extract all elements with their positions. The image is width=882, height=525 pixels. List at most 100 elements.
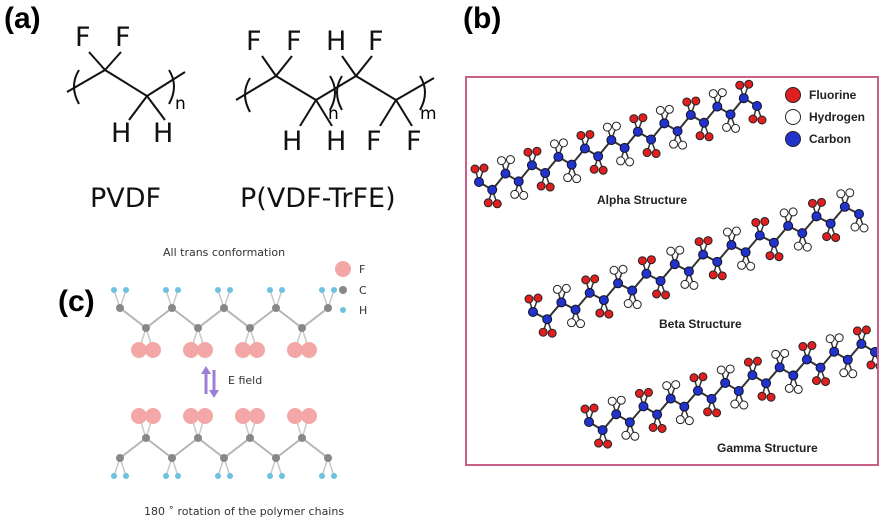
legend-hydrogen-label: Hydrogen [809, 110, 866, 124]
fluorine-atom [580, 404, 590, 414]
hydrogen-atom [496, 156, 506, 166]
legend-c-label: C [359, 283, 367, 297]
h-atom [267, 473, 273, 479]
carbon-atom [669, 259, 680, 270]
fluorine-atom [748, 114, 758, 124]
carbon-atom [542, 314, 553, 325]
conformation-title: All trans conformation [163, 246, 286, 259]
carbon-dot-icon [785, 131, 801, 147]
legend-c: C [335, 280, 367, 300]
fluorine-atom [603, 439, 613, 449]
hydrogen-atom [602, 122, 612, 132]
fluorine-atom [704, 132, 714, 142]
carbon-atom [797, 228, 808, 239]
c-atom [168, 454, 176, 462]
h-atom [227, 287, 233, 293]
carbon-atom [598, 295, 609, 306]
fluorine-atom [875, 362, 877, 370]
c-atom [272, 304, 280, 312]
fluorine-atom [760, 216, 770, 226]
carbon-atom [487, 184, 498, 195]
fluorine-atom [812, 376, 822, 386]
hydrogen-atom [730, 399, 740, 409]
hydrogen-atom [655, 105, 665, 115]
h-atom [279, 473, 285, 479]
c-atom-icon [339, 286, 347, 294]
pvdf-skeleton [66, 51, 186, 121]
carbon-atom [842, 354, 853, 365]
fluorine-atom [470, 164, 480, 174]
fluorine-atom [831, 233, 841, 243]
fluorine-atom [479, 163, 489, 173]
alpha-chain [470, 79, 767, 209]
beta-structure-label: Beta Structure [659, 317, 742, 331]
fluorine-atom [735, 80, 745, 90]
hydrogen-atom [839, 368, 849, 378]
legend-fluorine-label: Fluorine [809, 88, 857, 102]
pvdf-top-atom-2: F [115, 22, 131, 53]
hydrogen-atom [630, 431, 640, 441]
legend-carbon: Carbon [785, 128, 865, 150]
fluorine-atom [646, 255, 656, 265]
f-atom [131, 408, 147, 424]
pvdf-bottom-atom-1: H [111, 118, 132, 149]
hydrogen-atom [572, 174, 582, 184]
fluorine-atom [807, 341, 817, 351]
hydrogen-dot-icon [785, 109, 801, 125]
fluorine-atom [651, 149, 661, 159]
fluorine-atom [743, 357, 753, 367]
fluorine-atom [866, 360, 876, 370]
hydrogen-atom [567, 318, 577, 328]
fluorine-atom [816, 197, 826, 207]
hydrogen-atom [675, 415, 685, 425]
hydrogen-atom [616, 395, 626, 405]
h-atom [175, 473, 181, 479]
hydrogen-atom [671, 380, 681, 390]
carbon-atom [747, 370, 758, 381]
chain-after-field [111, 408, 337, 479]
h-atom [111, 287, 117, 293]
hydrogen-atom [725, 364, 735, 374]
c-atom [168, 304, 176, 312]
fluorine-atom [492, 199, 502, 209]
fluorine-atom [774, 252, 784, 262]
hydrogen-atom [708, 89, 718, 99]
carbon-atom [655, 275, 666, 286]
hydrogen-atom [669, 139, 679, 149]
carbon-atom [606, 135, 617, 146]
carbon-atom [726, 240, 737, 251]
f-atom [301, 408, 317, 424]
pvdf-trfe-structure: F F H F H H F F n m [230, 20, 440, 165]
trfe-bottom-atom-2: H [326, 126, 347, 157]
f-atom [145, 408, 161, 424]
trfe-subscript-n: n [328, 104, 339, 124]
fluorine-atom [712, 408, 722, 418]
fluorine-atom [757, 391, 767, 401]
alpha-structure-label: Alpha Structure [597, 193, 688, 207]
fluorine-atom [657, 423, 667, 433]
carbon-atom [699, 117, 710, 128]
molecule-chains [470, 79, 877, 449]
hydrogen-atom [561, 283, 571, 293]
carbon-atom [593, 151, 604, 162]
f-atom [183, 342, 199, 358]
hydrogen-atom [722, 227, 732, 237]
fluorine-atom [594, 438, 604, 448]
e-field-arrows [199, 366, 221, 403]
f-atom [235, 342, 251, 358]
hydrogen-atom [505, 155, 515, 165]
h-atom [319, 287, 325, 293]
hydrogen-atom [625, 157, 635, 167]
carbon-atom [825, 218, 836, 229]
carbon-atom [725, 109, 736, 120]
fluorine-atom [695, 131, 705, 141]
legend-hydrogen: Hydrogen [785, 106, 865, 128]
fluorine-atom [691, 96, 701, 106]
carbon-atom [553, 151, 564, 162]
fluorine-atom [703, 236, 713, 246]
carbon-atom [733, 386, 744, 397]
fluorine-atom [703, 407, 713, 417]
c-atom [298, 324, 306, 332]
panel-c-legend: F C H [335, 258, 367, 320]
c-atom [246, 434, 254, 442]
